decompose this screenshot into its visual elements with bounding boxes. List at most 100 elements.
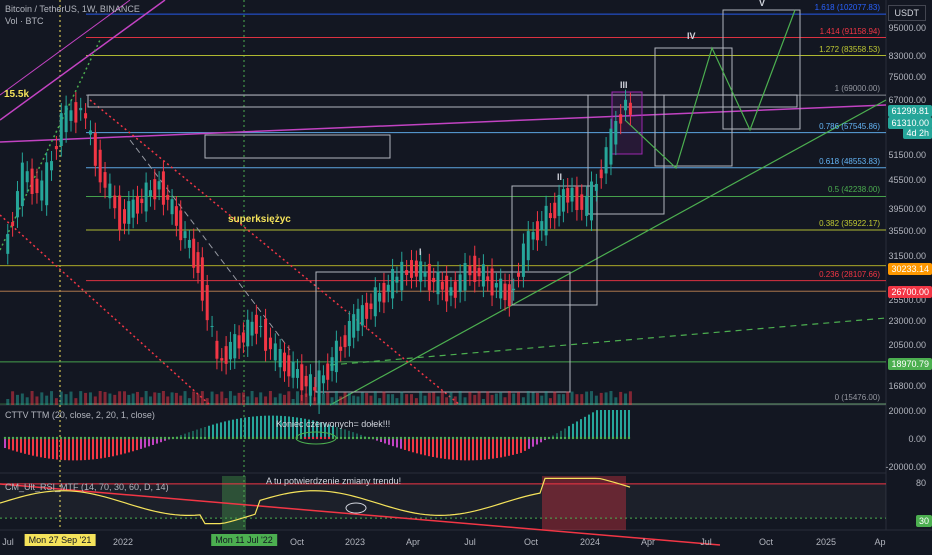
ttm-bar xyxy=(436,438,438,458)
ttm-zero-dot xyxy=(624,437,626,439)
price-tag: 30233.14 xyxy=(888,263,932,275)
candle-body xyxy=(424,272,427,277)
candle-body xyxy=(566,188,569,202)
ttm-zero-dot xyxy=(496,437,498,439)
ttm-zero-dot xyxy=(500,437,502,439)
fib-level-label: 1.272 (83558.53) xyxy=(819,45,880,54)
ttm-bar xyxy=(60,438,62,460)
volume-bar xyxy=(326,392,329,405)
ttm-bar xyxy=(196,430,198,438)
volume-bar xyxy=(201,391,204,405)
ttm-zero-dot xyxy=(28,437,30,439)
candle-body xyxy=(211,326,214,327)
candle-body xyxy=(220,358,223,361)
candle-body xyxy=(619,114,622,123)
ttm-zero-dot xyxy=(540,437,542,439)
volume-bar xyxy=(84,393,87,405)
ttm-zero-dot xyxy=(520,437,522,439)
ttm-bar xyxy=(4,438,6,448)
ttm-bar xyxy=(264,416,266,438)
currency-button[interactable]: USDT xyxy=(888,5,927,21)
volume-bar xyxy=(624,394,627,405)
wave-label: III xyxy=(620,80,628,90)
volume-bar xyxy=(335,391,338,405)
ttm-zero-dot xyxy=(244,437,246,439)
volume-bar xyxy=(369,396,372,405)
volume-bar xyxy=(468,392,471,405)
volume-bar xyxy=(441,391,444,405)
time-axis-label: Ap xyxy=(874,537,885,547)
candle-body xyxy=(629,103,632,115)
ttm-zero-dot xyxy=(528,437,530,439)
ttm-zero-dot xyxy=(360,437,362,439)
volume-bar xyxy=(21,393,24,405)
volume-bar xyxy=(491,395,494,405)
price-axis-label: 20500.00 xyxy=(888,340,926,350)
ttm-bar xyxy=(568,426,570,438)
ttm-bar xyxy=(8,438,10,449)
ttm-bar xyxy=(596,410,598,438)
volume-bar xyxy=(536,393,539,405)
ttm-zero-dot xyxy=(76,437,78,439)
ttm-zero-dot xyxy=(252,437,254,439)
ttm-zero-dot xyxy=(620,437,622,439)
ttm-zero-dot xyxy=(320,437,322,439)
ttm-zero-dot xyxy=(476,437,478,439)
candle-body xyxy=(382,283,385,303)
volume-bar xyxy=(74,398,77,405)
volume-bar xyxy=(79,391,82,405)
wave-label: V xyxy=(759,0,765,8)
ttm-zero-dot xyxy=(604,437,606,439)
ttm-bar xyxy=(72,438,74,460)
ttm-zero-dot xyxy=(172,437,174,439)
ttm-zero-dot xyxy=(436,437,438,439)
price-axis-label: 23000.00 xyxy=(888,316,926,326)
ttm-bar xyxy=(256,416,258,438)
ttm-zero-dot xyxy=(592,437,594,439)
ttm-bar xyxy=(12,438,14,450)
ttm-zero-dot xyxy=(564,437,566,439)
ttm-axis-label: 0.00 xyxy=(908,434,926,444)
ttm-zero-dot xyxy=(524,437,526,439)
ttm-bar xyxy=(580,419,582,438)
volume-bar xyxy=(486,391,489,405)
magenta-trendline-upper2 xyxy=(0,0,130,95)
ttm-bar xyxy=(48,438,50,459)
ttm-zero-dot xyxy=(612,437,614,439)
candle-body xyxy=(123,209,126,223)
volume-bar xyxy=(590,391,593,405)
ttm-zero-dot xyxy=(168,437,170,439)
ttm-zero-dot xyxy=(112,437,114,439)
ttm-zero-dot xyxy=(536,437,538,439)
ttm-zero-dot xyxy=(316,437,318,439)
volume-bar xyxy=(580,394,583,405)
wave-label: II xyxy=(557,172,562,182)
candle-body xyxy=(26,171,29,182)
fib-level-label: 1.618 (102077.83) xyxy=(815,3,880,12)
ttm-bar xyxy=(136,438,138,450)
volume-bar xyxy=(322,393,325,405)
ttm-zero-dot xyxy=(4,437,6,439)
ttm-zero-dot xyxy=(232,437,234,439)
candle-body xyxy=(35,179,38,193)
candle-body xyxy=(445,276,448,302)
ttm-zero-dot xyxy=(60,437,62,439)
ttm-zero-dot xyxy=(324,437,326,439)
ttm-bar xyxy=(608,410,610,438)
candle-body xyxy=(179,210,182,240)
time-axis-label: Jul xyxy=(464,537,476,547)
ttm-zero-dot xyxy=(392,437,394,439)
candle-body xyxy=(313,387,316,391)
volume-bar xyxy=(436,396,439,405)
ttm-zero-dot xyxy=(468,437,470,439)
ttm-zero-dot xyxy=(596,437,598,439)
ttm-zero-dot xyxy=(256,437,258,439)
ttm-zero-dot xyxy=(92,437,94,439)
ttm-zero-dot xyxy=(452,437,454,439)
volume-bar xyxy=(432,392,435,405)
ttm-zero-dot xyxy=(544,437,546,439)
red-dotted-downtrend-left xyxy=(0,215,210,405)
ttm-bar xyxy=(80,438,82,460)
candle-body xyxy=(229,342,232,359)
